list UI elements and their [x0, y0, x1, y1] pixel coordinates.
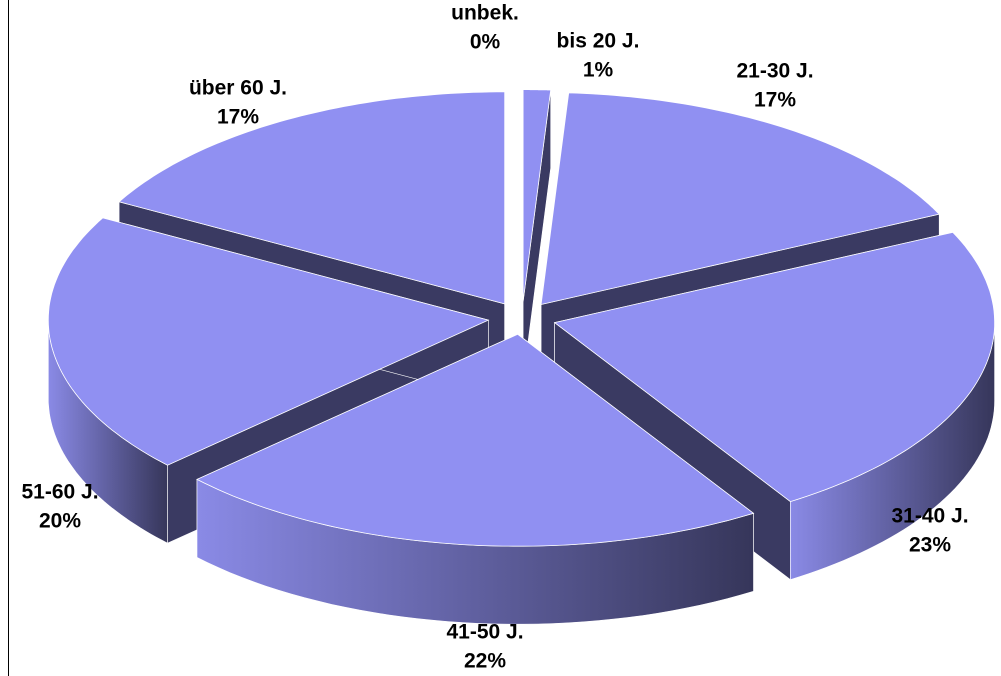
- value-label: 17%: [754, 89, 796, 112]
- slice-top: [522, 89, 552, 302]
- slice-top: [540, 92, 940, 306]
- value-label: 0%: [470, 31, 501, 54]
- slice: [196, 333, 755, 625]
- slice: [522, 89, 552, 380]
- labels: unbek. 0% bis 20 J. 1% 21-30 J. 17% 31-40 J. 23…: [21, 2, 968, 673]
- value-label: 17%: [217, 106, 259, 129]
- pie: [47, 89, 995, 625]
- category-label: 51-60 J.: [21, 481, 98, 504]
- category-label: 21-30 J.: [736, 60, 813, 83]
- category-label: über 60 J.: [189, 77, 287, 100]
- value-label: 23%: [909, 534, 951, 557]
- category-label: 41-50 J.: [446, 621, 523, 644]
- slice-top: [196, 333, 755, 547]
- slice-top: [553, 231, 995, 503]
- category-label: bis 20 J.: [557, 30, 640, 53]
- value-label: 1%: [583, 59, 614, 82]
- category-label: unbek.: [451, 2, 519, 25]
- category-label: 31-40 J.: [891, 505, 968, 528]
- slice-top: [47, 217, 490, 466]
- value-label: 20%: [39, 510, 81, 533]
- value-label: 22%: [464, 650, 506, 673]
- slice-top: [118, 91, 506, 305]
